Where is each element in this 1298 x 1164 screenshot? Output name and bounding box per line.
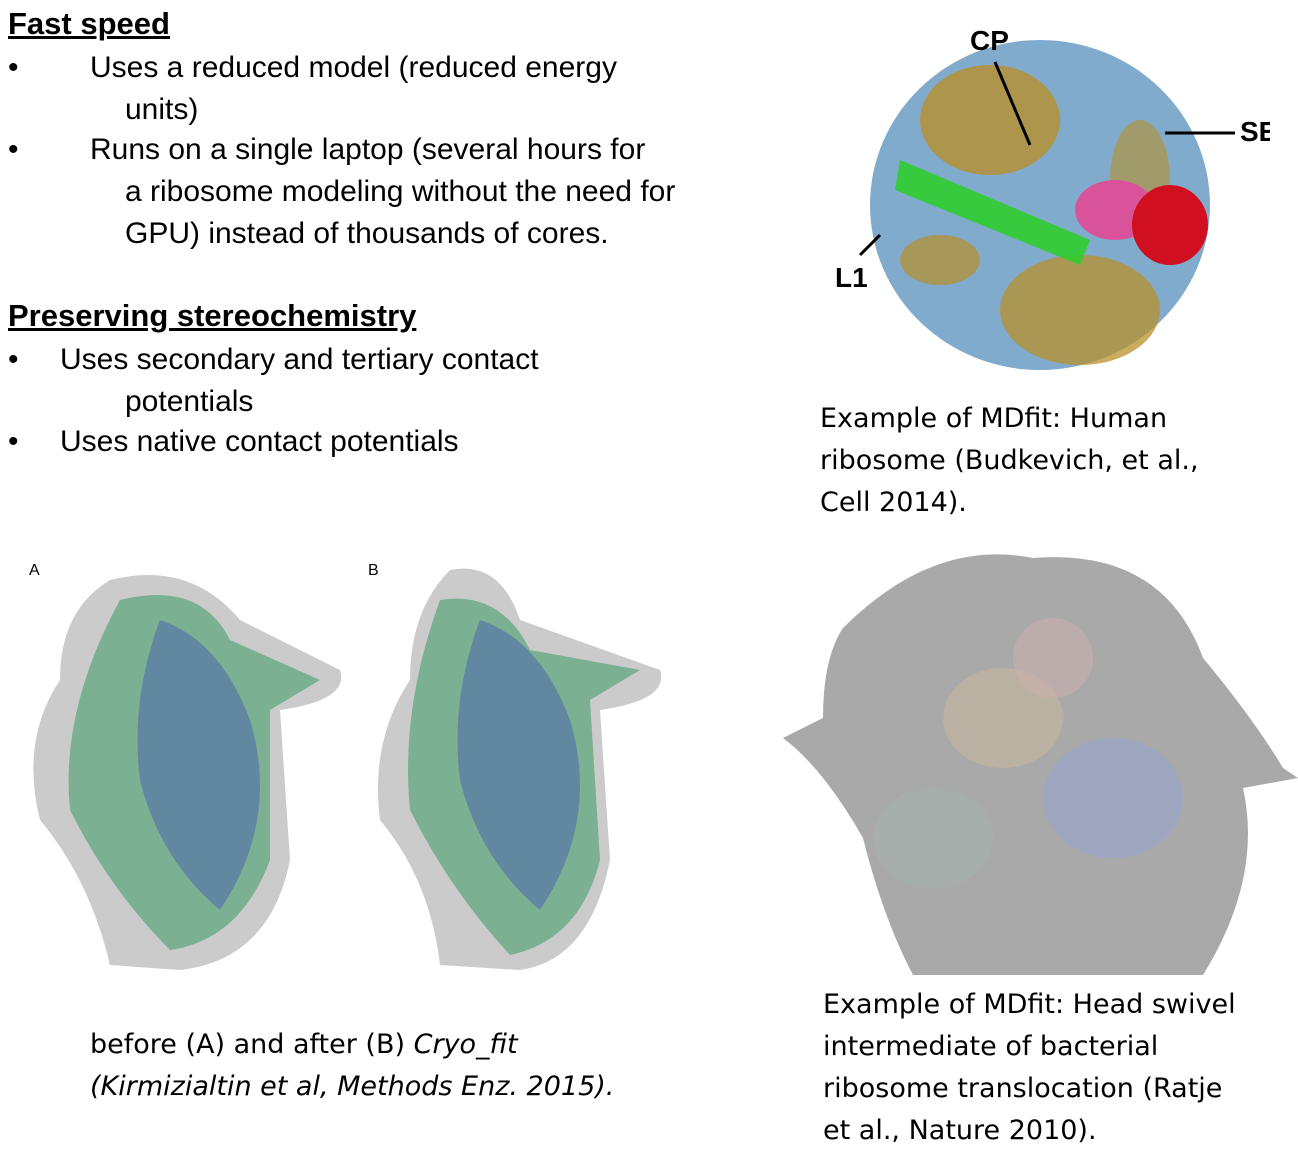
- bullet-marker: •: [8, 133, 19, 166]
- caption-bacterial-line: ribosome translocation (Ratje: [823, 1073, 1223, 1104]
- caption-bacterial-line: Example of MDfit: Head swivel: [823, 989, 1236, 1020]
- bullet-marker: •: [8, 425, 19, 458]
- bullet-text: Uses native contact potentials: [60, 425, 459, 458]
- caption-cryofit-prefix: before (A) and after (B): [90, 1029, 414, 1060]
- caption-human-line: Example of MDfit: Human: [820, 403, 1168, 434]
- label-cp: CP: [970, 25, 1009, 56]
- heading-stereochemistry: Preserving stereochemistry: [8, 298, 417, 333]
- caption-human-line: ribosome (Budkevich, et al.,: [820, 445, 1199, 476]
- caption-cryofit-italic: Cryo_fit: [413, 1029, 518, 1060]
- bullet-text: Uses secondary and tertiary contact: [60, 343, 539, 376]
- panel-b-image: [378, 568, 662, 970]
- human-ribosome-image: [858, 40, 1235, 370]
- caption-bacterial-line: et al., Nature 2010).: [823, 1115, 1097, 1146]
- caption-cryofit-line1: before (A) and after (B) Cryo_fit: [90, 1024, 518, 1066]
- bullet-text: units): [125, 93, 199, 126]
- label-l1: L1: [835, 262, 868, 293]
- bullet-text: GPU) instead of thousands of cores.: [125, 217, 609, 250]
- bullet-marker: •: [8, 343, 19, 376]
- bullet-text: potentials: [125, 385, 254, 418]
- panel-a-label: A: [29, 562, 40, 579]
- panel-b-label: B: [368, 562, 379, 579]
- heading-fast-speed: Fast speed: [8, 6, 170, 41]
- bullet-text: a ribosome modeling without the need for: [125, 175, 676, 208]
- panel-a-image: [33, 575, 342, 970]
- bacterial-ribosome-image: [783, 554, 1298, 975]
- caption-bacterial-line: intermediate of bacterial: [823, 1031, 1159, 1062]
- label-se: SE: [1240, 116, 1270, 147]
- caption-cryofit-line2: (Kirmizialtin et al, Methods Enz. 2015).: [90, 1071, 615, 1102]
- bullet-text: Runs on a single laptop (several hours f…: [90, 133, 646, 166]
- caption-human-line: Cell 2014).: [820, 487, 967, 518]
- bullet-text: Uses a reduced model (reduced energy: [90, 51, 617, 84]
- bullet-marker: •: [8, 51, 19, 84]
